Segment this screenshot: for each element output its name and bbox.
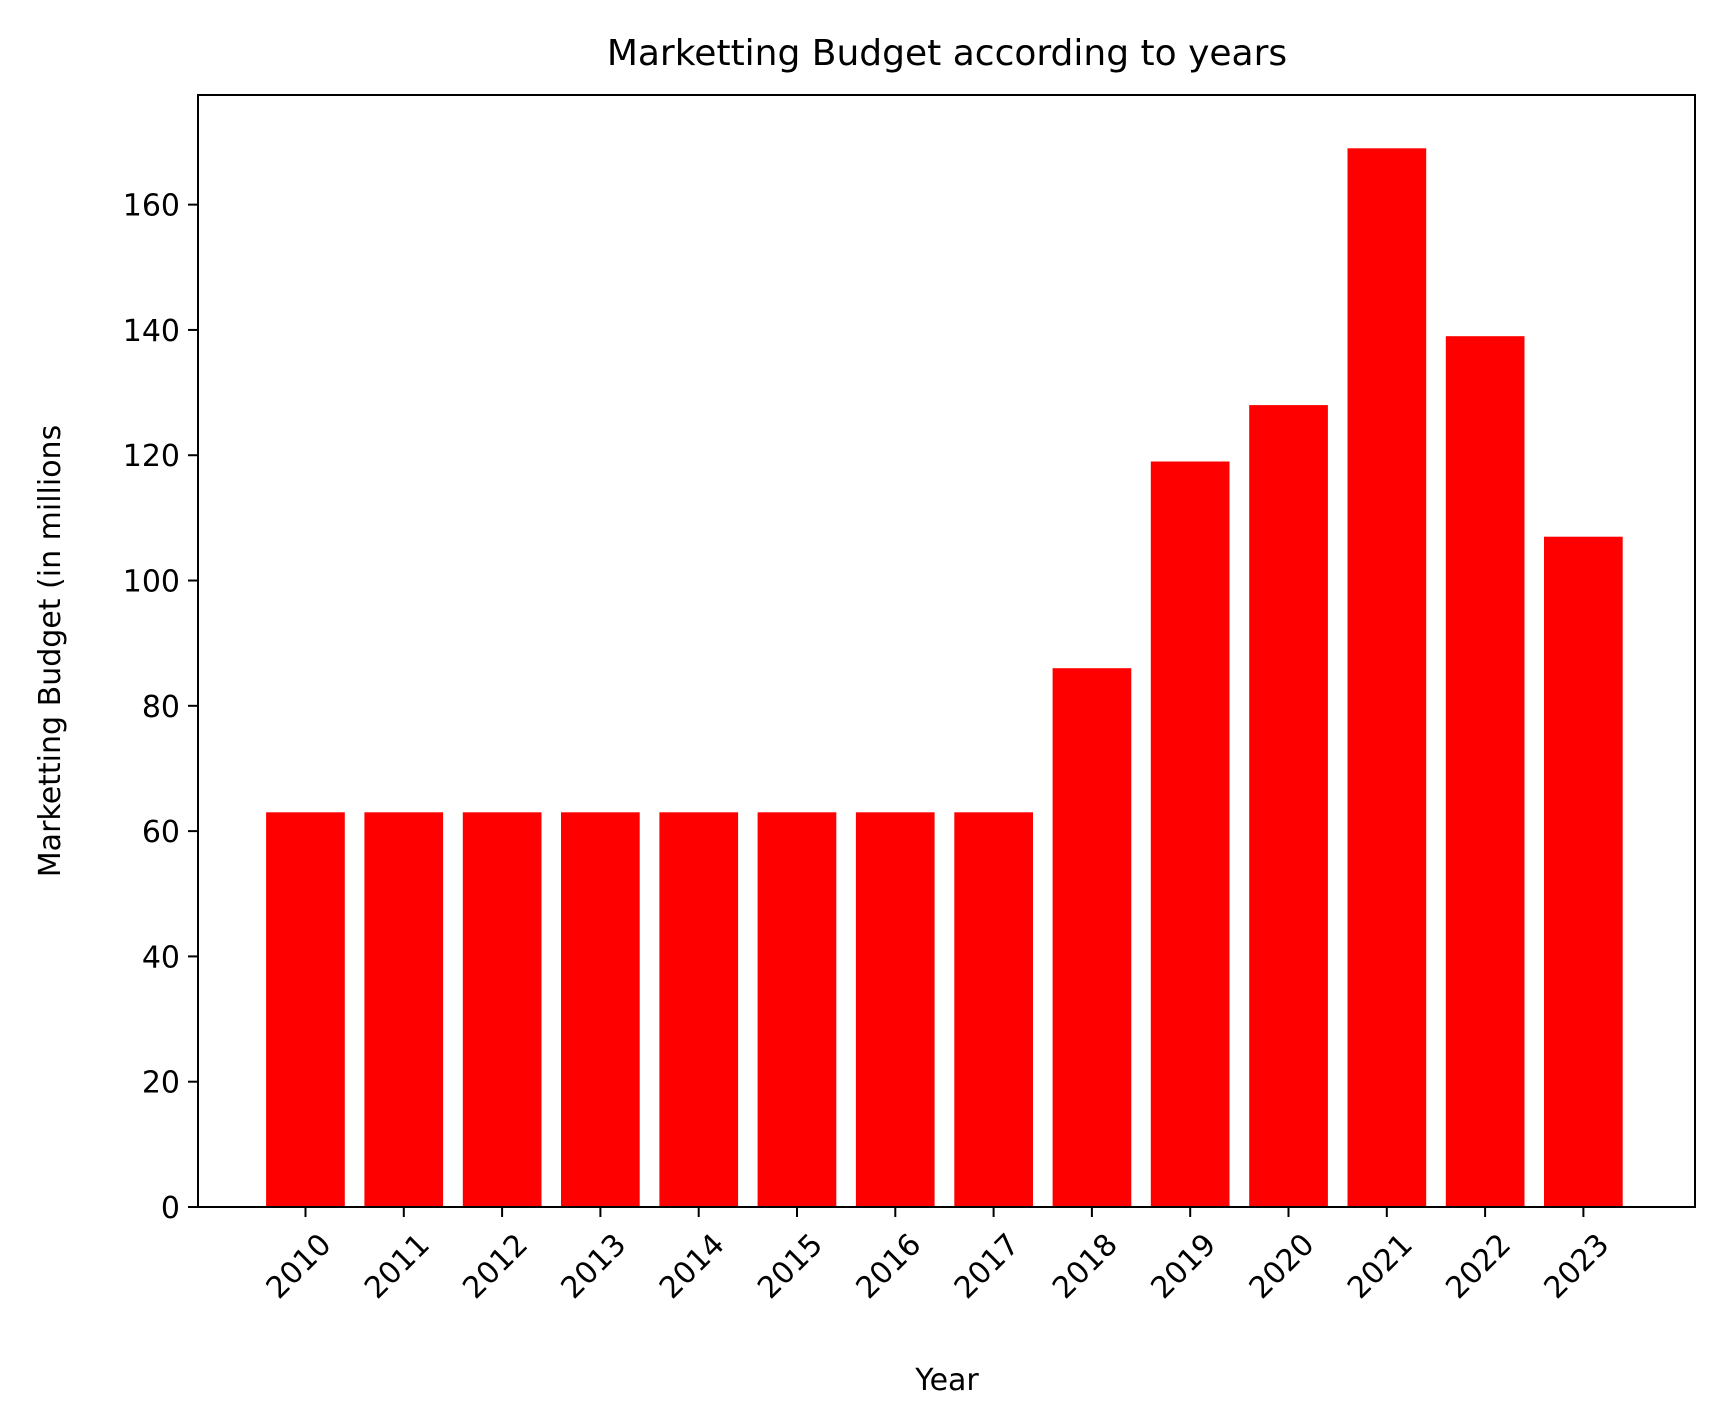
y-tick-label: 100	[123, 565, 180, 600]
x-tick-label: 2020	[1243, 1227, 1322, 1306]
x-tick-label: 2016	[849, 1227, 928, 1306]
x-tick-label: 2018	[1046, 1227, 1125, 1306]
y-axis-ticks: 0 20 40 60 80 100 120 140 160	[123, 189, 198, 1226]
bar-2019	[1150, 461, 1230, 1207]
y-axis-label: Marketting Budget (in millions	[33, 425, 68, 877]
x-tick-label: 2021	[1341, 1227, 1420, 1306]
x-tick-label: 2014	[653, 1227, 732, 1306]
bar-2010	[266, 812, 345, 1207]
bar-2011	[364, 812, 444, 1207]
y-tick-label: 80	[142, 690, 180, 725]
bar-2014	[659, 812, 739, 1207]
x-tick-label: 2013	[555, 1227, 634, 1306]
y-tick-label: 40	[142, 940, 180, 975]
x-tick-label: 2023	[1538, 1227, 1617, 1306]
x-tick-label: 2017	[948, 1227, 1027, 1306]
x-tick-label: 2012	[456, 1227, 535, 1306]
y-tick-label: 140	[123, 314, 180, 349]
chart-title: Marketting Budget according to years	[607, 33, 1287, 74]
y-tick-label: 0	[161, 1191, 180, 1226]
bar-2023	[1544, 536, 1623, 1207]
bar-2022	[1445, 336, 1525, 1207]
bar-2012	[462, 812, 542, 1207]
x-tick-label: 2011	[358, 1227, 437, 1306]
y-tick-label: 160	[123, 189, 180, 224]
bar-2017	[954, 812, 1033, 1207]
x-tick-label: 2010	[260, 1227, 339, 1306]
bar-2013	[561, 812, 640, 1207]
x-tick-label: 2022	[1439, 1227, 1518, 1306]
bar-2020	[1249, 405, 1328, 1208]
y-tick-label: 60	[142, 815, 180, 850]
x-axis-ticks: 2010 2011 2012 2013 2014 2015 2016 2017 2018 2019…	[260, 1207, 1617, 1306]
bar-2016	[855, 812, 935, 1207]
y-tick-label: 20	[142, 1066, 180, 1101]
bars-group	[266, 148, 1623, 1208]
y-tick-label: 120	[123, 439, 180, 474]
bar-2021	[1347, 148, 1427, 1207]
bar-2015	[757, 812, 837, 1207]
x-tick-label: 2015	[751, 1227, 830, 1306]
plot-frame	[197, 94, 1696, 1208]
x-axis-label: Year	[914, 1363, 979, 1398]
bar-2018	[1052, 668, 1132, 1207]
x-tick-label: 2019	[1144, 1227, 1223, 1306]
